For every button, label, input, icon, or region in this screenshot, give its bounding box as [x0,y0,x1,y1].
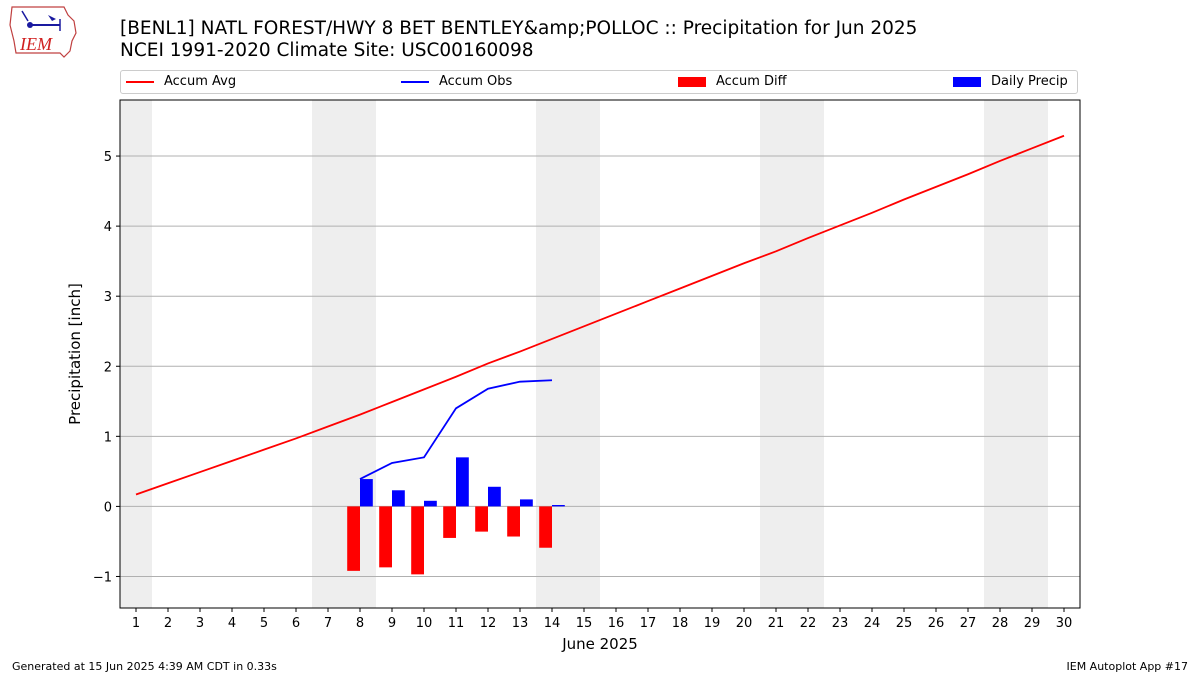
weekend-band [792,100,824,608]
bar-accum-diff [347,506,360,571]
weekend-band [312,100,344,608]
x-tick-label: 19 [704,616,721,631]
weekend-band [984,100,1016,608]
line-accum-obs [359,379,553,480]
legend: Accum Avg Accum Obs Accum Diff Daily Pre… [120,70,1078,94]
bar-daily-precip [520,499,533,507]
bar-accum-diff [475,506,488,532]
legend-swatch [678,76,706,87]
legend-item-accum-obs: Accum Obs [401,74,512,89]
x-axis-ticks: 1 2 3 4 5 6 7 8 9 10 11 12 13 14 15 16 17 18 19 20 21 22 23 24 2… [132,608,1072,631]
x-tick-label: 2 [164,616,172,631]
weekend-band [568,100,600,608]
grid-lines [120,155,1080,577]
x-tick-label: 9 [388,616,396,631]
legend-label: Accum Avg [164,74,237,89]
weekend-band [120,100,152,608]
x-tick-label: 8 [356,616,364,631]
title-line-2: NCEI 1991-2020 Climate Site: USC00160098 [120,40,534,61]
weekend-band [760,100,792,608]
y-axis-ticks: −1 0 1 2 3 4 5 [93,150,120,585]
y-tick-label: 0 [104,500,112,515]
x-tick-label: 30 [1056,616,1073,631]
legend-swatch [401,80,429,83]
x-tick-label: 4 [228,616,236,631]
y-tick-label: 2 [104,360,112,375]
x-tick-label: 25 [896,616,913,631]
x-tick-label: 17 [640,616,657,631]
y-tick-label: −1 [93,570,112,585]
x-tick-label: 1 [132,616,140,631]
x-tick-label: 6 [292,616,300,631]
x-axis-label: June 2025 [561,635,638,653]
legend-item-daily-precip: Daily Precip [953,74,1068,89]
iem-logo: IEM [8,5,80,59]
y-tick-label: 1 [104,430,112,445]
line-accum-avg [135,134,1065,496]
x-tick-label: 21 [768,616,785,631]
bar-accum-diff [411,506,424,575]
title-line-1: [BENL1] NATL FOREST/HWY 8 BET BENTLEY&am… [120,18,918,39]
legend-label: Accum Diff [716,74,787,89]
bar-daily-precip [488,486,501,507]
y-tick-label: 5 [104,150,112,165]
x-tick-label: 27 [960,616,977,631]
app-id: IEM Autoplot App #17 [1066,660,1189,673]
x-tick-label: 12 [480,616,497,631]
bar-accum-diff [443,506,456,538]
bar-daily-precip [392,490,405,507]
bar-daily-precip [424,500,437,507]
iem-logo-icon: IEM [9,6,77,58]
series-lines [135,134,1065,496]
x-tick-label: 22 [800,616,817,631]
bar-daily-precip [552,504,565,507]
y-tick-label: 4 [104,220,112,235]
legend-label: Accum Obs [439,74,513,89]
x-tick-label: 7 [324,616,332,631]
weekend-band [1016,100,1048,608]
x-tick-label: 18 [672,616,689,631]
x-tick-label: 16 [608,616,625,631]
x-tick-label: 5 [260,616,268,631]
x-tick-label: 11 [448,616,465,631]
x-tick-label: 24 [864,616,881,631]
bar-daily-precip [360,479,373,507]
legend-item-accum-diff: Accum Diff [678,74,787,89]
x-tick-label: 14 [544,616,561,631]
generated-timestamp: Generated at 15 Jun 2025 4:39 AM CDT in … [12,660,277,673]
x-tick-label: 20 [736,616,753,631]
legend-swatch [953,76,981,87]
x-tick-label: 28 [992,616,1009,631]
bar-daily-precip [456,457,469,507]
plot-frame [119,99,1081,609]
legend-swatch [126,80,154,83]
x-tick-label: 13 [512,616,529,631]
weekend-shading [120,100,1048,608]
x-tick-label: 15 [576,616,593,631]
x-tick-label: 3 [196,616,204,631]
x-tick-label: 10 [416,616,433,631]
x-tick-label: 29 [1024,616,1041,631]
legend-label: Daily Precip [991,74,1068,89]
bars [347,457,565,575]
bar-accum-diff [539,506,552,548]
bar-accum-diff [507,506,520,537]
logo-text: IEM [19,34,53,54]
x-tick-label: 23 [832,616,849,631]
x-tick-label: 26 [928,616,945,631]
chart-title: [BENL1] NATL FOREST/HWY 8 BET BENTLEY&am… [120,18,917,62]
y-tick-label: 3 [104,290,112,305]
legend-item-accum-avg: Accum Avg [126,74,236,89]
y-axis-label: Precipitation [inch] [66,283,84,425]
bar-accum-diff [379,506,392,568]
